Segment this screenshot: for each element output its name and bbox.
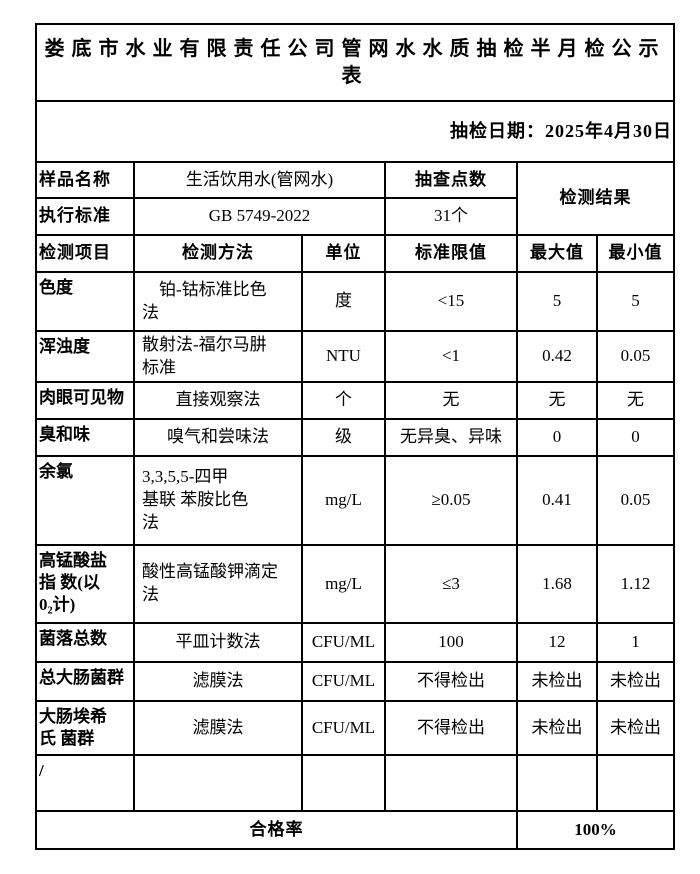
points-label: 抽查点数 (384, 161, 518, 199)
standard-value: GB 5749-2022 (133, 197, 386, 236)
table-row: 肉眼可见物 直接观察法 个 无 无 无 (35, 381, 676, 420)
row-limit: 不得检出 (384, 661, 518, 702)
table-row: / (35, 754, 676, 812)
row-max (516, 754, 598, 812)
row-unit: CFU/ML (301, 622, 386, 663)
row-limit: ≤3 (384, 544, 518, 624)
column-header-row: 检测项目 检测方法 单位 标准限值 最大值 最小值 (35, 234, 676, 273)
row-unit: CFU/ML (301, 700, 386, 756)
table-row: 臭和味 嗅气和尝味法 级 无异臭、异味 0 0 (35, 418, 676, 457)
col-header-unit: 单位 (301, 234, 386, 273)
row-method: 嗅气和尝味法 (133, 418, 303, 457)
row-max: 未检出 (516, 700, 598, 756)
col-header-item: 检测项目 (35, 234, 135, 273)
row-min: 5 (595, 271, 676, 332)
row-method: 3,3,5,5-四甲 基联 苯胺比色 法 (133, 455, 303, 546)
row-item: 高锰酸盐 指 数(以 0₂计) (35, 544, 135, 624)
pass-rate-value: 100% (515, 810, 676, 850)
table-row: 色度 铂-钴标准比色 法 度 <15 5 5 (35, 271, 676, 332)
date-row: 抽检日期：2025年4月30日 (34, 100, 676, 163)
row-min: 0.05 (595, 330, 676, 383)
row-max: 0 (516, 418, 598, 457)
standard-info-row: 执行标准 GB 5749-2022 31个 (35, 197, 674, 236)
col-header-max: 最大值 (516, 234, 598, 273)
row-max: 5 (516, 271, 598, 332)
row-method: 平皿计数法 (133, 622, 303, 663)
table-row: 大肠埃希 氏 菌群 滤膜法 CFU/ML 不得检出 未检出 未检出 (35, 700, 676, 756)
row-limit: 无 (384, 381, 518, 420)
row-method: 滤膜法 (133, 661, 303, 702)
row-item: 色度 (35, 271, 135, 332)
row-method: 散射法-福尔马肼 标准 (133, 330, 303, 383)
table-row: 余氯 3,3,5,5-四甲 基联 苯胺比色 法 mg/L ≥0.05 0.41 … (35, 455, 676, 546)
row-min (595, 754, 676, 812)
sample-info-row: 样品名称 生活饮用水(管网水) 抽查点数 检测结果 (35, 161, 676, 236)
row-min: 1.12 (595, 544, 676, 624)
col-header-method: 检测方法 (133, 234, 303, 273)
row-unit: mg/L (301, 544, 386, 624)
table-row: 高锰酸盐 指 数(以 0₂计) 酸性高锰酸钾滴定 法 mg/L ≤3 1.68 … (35, 544, 676, 624)
row-limit: 不得检出 (384, 700, 518, 756)
row-method (133, 754, 303, 812)
row-max: 0.41 (516, 455, 598, 546)
row-item: 菌落总数 (35, 622, 135, 663)
points-value: 31个 (384, 197, 518, 236)
title-row: 娄底市水业有限责任公司管网水水质抽检半月检公示表 (34, 23, 676, 102)
row-unit: 级 (301, 418, 386, 457)
standard-label: 执行标准 (35, 197, 135, 236)
row-max: 未检出 (516, 661, 598, 702)
inspection-date: 抽检日期：2025年4月30日 (34, 100, 676, 163)
row-limit: <1 (384, 330, 518, 383)
row-unit (301, 754, 386, 812)
row-max: 无 (516, 381, 598, 420)
row-method: 直接观察法 (133, 381, 303, 420)
row-unit: CFU/ML (301, 661, 386, 702)
row-limit: ≥0.05 (384, 455, 518, 546)
row-max: 1.68 (516, 544, 598, 624)
water-quality-table: 娄底市水业有限责任公司管网水水质抽检半月检公示表 抽检日期：2025年4月30日… (34, 23, 676, 850)
row-item: 臭和味 (35, 418, 135, 457)
row-unit: 度 (301, 271, 386, 332)
row-item: / (35, 754, 135, 812)
row-limit (384, 754, 518, 812)
row-max: 0.42 (516, 330, 598, 383)
pass-rate-label: 合格率 (35, 810, 518, 850)
row-unit: NTU (301, 330, 386, 383)
col-header-min: 最小值 (595, 234, 676, 273)
row-unit: mg/L (301, 455, 386, 546)
row-method: 滤膜法 (133, 700, 303, 756)
row-min: 0 (595, 418, 676, 457)
row-min: 无 (595, 381, 676, 420)
row-item: 肉眼可见物 (35, 381, 135, 420)
col-header-limit: 标准限值 (384, 234, 518, 273)
row-min: 未检出 (595, 661, 676, 702)
sample-name-value: 生活饮用水(管网水) (133, 161, 386, 199)
row-unit: 个 (301, 381, 386, 420)
page-title: 娄底市水业有限责任公司管网水水质抽检半月检公示表 (34, 23, 676, 102)
result-header: 检测结果 (515, 161, 676, 236)
row-limit: <15 (384, 271, 518, 332)
row-min: 未检出 (595, 700, 676, 756)
row-item: 余氯 (35, 455, 135, 546)
pass-rate-row: 合格率 100% (35, 810, 676, 850)
sample-name-label: 样品名称 (35, 161, 135, 199)
row-method: 铂-钴标准比色 法 (133, 271, 303, 332)
row-limit: 100 (384, 622, 518, 663)
row-item: 大肠埃希 氏 菌群 (35, 700, 135, 756)
row-item: 总大肠菌群 (35, 661, 135, 702)
row-min: 0.05 (595, 455, 676, 546)
row-item: 浑浊度 (35, 330, 135, 383)
row-method: 酸性高锰酸钾滴定 法 (133, 544, 303, 624)
row-min: 1 (595, 622, 676, 663)
table-row: 总大肠菌群 滤膜法 CFU/ML 不得检出 未检出 未检出 (35, 661, 676, 702)
row-max: 12 (516, 622, 598, 663)
table-row: 菌落总数 平皿计数法 CFU/ML 100 12 1 (35, 622, 676, 663)
row-limit: 无异臭、异味 (384, 418, 518, 457)
table-row: 浑浊度 散射法-福尔马肼 标准 NTU <1 0.42 0.05 (35, 330, 676, 383)
